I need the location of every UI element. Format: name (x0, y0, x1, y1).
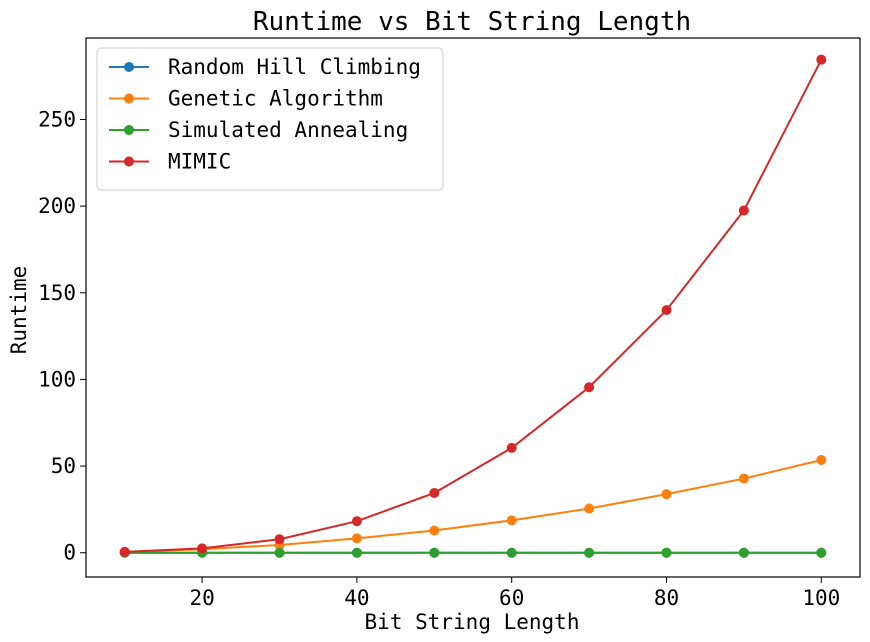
data-point-mimic (584, 382, 595, 393)
data-point-mimic (119, 546, 130, 557)
data-point-genetic-algorithm (816, 455, 827, 466)
legend-swatch-marker (124, 125, 134, 135)
data-point-genetic-algorithm (429, 525, 440, 536)
data-point-simulated-annealing (351, 547, 362, 558)
legend-label: MIMIC (168, 150, 231, 174)
data-point-mimic (429, 487, 440, 498)
legend-box (96, 47, 444, 191)
y-axis-label: Runtime (7, 266, 31, 355)
data-point-mimic (816, 54, 827, 65)
x-tick-label: 80 (654, 586, 679, 610)
data-point-simulated-annealing (429, 547, 440, 558)
y-tick-label: 0 (63, 541, 76, 565)
legend-swatch-marker (124, 93, 134, 104)
data-point-simulated-annealing (661, 547, 672, 558)
data-point-simulated-annealing (816, 547, 827, 558)
data-point-mimic (506, 442, 517, 453)
data-point-simulated-annealing (738, 547, 749, 558)
x-axis-label: Bit String Length (365, 610, 580, 634)
data-point-mimic (274, 534, 285, 545)
plot-area (119, 54, 827, 558)
data-point-genetic-algorithm (584, 503, 595, 514)
x-tick-label: 40 (344, 586, 369, 610)
data-point-mimic (661, 305, 672, 316)
chart-title: Runtime vs Bit String Length (253, 7, 691, 37)
x-tick-label: 100 (802, 586, 840, 610)
x-tick-label: 20 (189, 586, 214, 610)
data-point-mimic (351, 516, 362, 527)
x-tick-label: 60 (499, 586, 524, 610)
data-point-mimic (738, 205, 749, 216)
legend: Random Hill Climbing Genetic Algorithm Sim… (96, 47, 444, 191)
axis-ticks: 20 40 60 80 100 0 50 100 150 200 250 (38, 107, 840, 610)
y-tick-label: 100 (38, 367, 76, 391)
data-point-genetic-algorithm (506, 515, 517, 526)
legend-swatch-marker (124, 156, 134, 167)
y-tick-label: 200 (38, 194, 76, 218)
legend-swatch-marker (124, 62, 134, 72)
data-point-simulated-annealing (584, 547, 595, 558)
series-line-genetic-algorithm (124, 459, 822, 553)
data-point-genetic-algorithm (351, 533, 362, 544)
axes-frame (85, 37, 861, 578)
data-point-mimic (197, 543, 208, 554)
series-line-mimic (124, 59, 823, 553)
y-tick-label: 250 (38, 107, 76, 131)
y-tick-label: 50 (51, 454, 76, 478)
data-point-simulated-annealing (506, 547, 517, 558)
data-point-simulated-annealing (274, 547, 285, 558)
y-tick-label: 150 (38, 281, 76, 305)
data-point-genetic-algorithm (738, 473, 749, 484)
legend-label: Genetic Algorithm (168, 87, 383, 111)
legend-label: Random Hill Climbing (168, 55, 421, 79)
data-point-genetic-algorithm (661, 489, 672, 500)
legend-label: Simulated Annealing (168, 118, 408, 142)
